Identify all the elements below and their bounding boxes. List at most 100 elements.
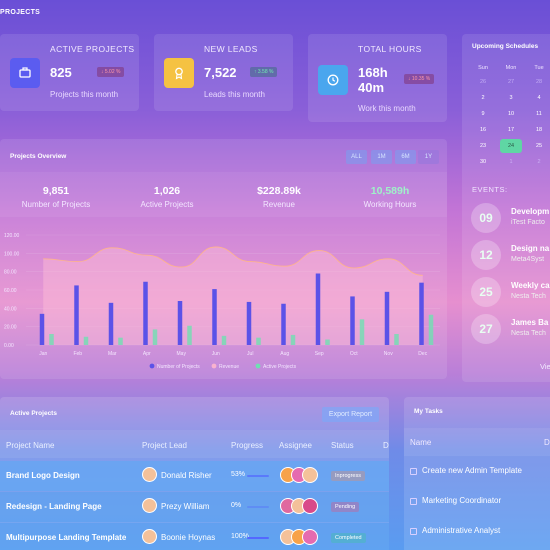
table-row[interactable]: Redesign - Landing Page Prezy William 0% Pe… [0,492,389,522]
progress-value: 0% [231,502,242,509]
bar-active-projects[interactable] [290,334,296,345]
calendar-day[interactable]: 26 [479,79,487,85]
column-header-project-lead[interactable]: Project Lead [142,441,187,450]
export-report-button[interactable]: Export Report [322,407,379,422]
schedule-panel [462,34,550,382]
calendar-day[interactable]: 1 [509,159,513,165]
bar-active-projects[interactable] [221,335,227,345]
table-row[interactable]: Brand Logo Design Donald Risher 53% Inprogr… [0,461,389,491]
legend-label[interactable]: Number of Projects [157,364,200,370]
bar-active-projects[interactable] [359,319,365,345]
task-checkbox[interactable] [410,498,417,505]
bar-number-of-projects[interactable] [143,281,148,345]
x-tick-label: Oct [350,351,358,357]
bar-active-projects[interactable] [49,334,54,345]
bar-active-projects[interactable] [256,337,261,345]
event-date: 27 [471,314,501,344]
event-subtitle: iTest Facto [511,219,545,226]
column-header-assignee[interactable]: Assignee [279,441,312,450]
period-6m-button[interactable]: 6M [395,150,416,164]
bar-number-of-projects[interactable] [384,291,390,345]
my-tasks-title: My Tasks [414,408,443,415]
column-header-progress[interactable]: Progress [231,441,264,450]
project-lead: Donald Risher [161,471,212,480]
schedule-title: Upcoming Schedules [472,43,539,50]
x-tick-label: Apr [143,351,151,357]
stat-change-badge: ↓ 5.02 % [97,67,125,77]
bar-active-projects[interactable] [325,339,330,346]
column-header-status[interactable]: Status [331,441,354,450]
period-1m-button[interactable]: 1M [371,150,392,164]
bar-number-of-projects[interactable] [108,302,114,345]
bar-number-of-projects[interactable] [212,289,217,345]
calendar-day[interactable]: 10 [507,111,515,117]
task-checkbox[interactable] [410,468,417,475]
assignee-avatar[interactable] [302,529,318,545]
project-name[interactable]: Multipurpose Landing Template [6,533,127,542]
calendar-day[interactable]: 23 [479,143,487,149]
weekday-label: Sun [478,65,488,71]
stat-value-hours: 168h [358,65,388,80]
stat-title: NEW LEADS [204,44,258,54]
legend-label[interactable]: Revenue [219,364,239,370]
legend-swatch [149,363,155,369]
calendar-day[interactable]: 16 [479,127,487,133]
calendar-day[interactable]: 30 [479,159,487,165]
bar-number-of-projects[interactable] [350,296,355,345]
calendar-day[interactable]: 18 [535,127,543,133]
y-tick-label: 20.00 [4,325,17,331]
calendar-day[interactable]: 25 [535,143,543,149]
bar-active-projects[interactable] [187,325,192,345]
calendar-day[interactable]: 2 [537,159,541,165]
bar-number-of-projects[interactable] [177,301,183,345]
bar-active-projects[interactable] [152,329,158,345]
project-name[interactable]: Redesign - Landing Page [6,502,102,511]
table-header [0,430,389,458]
assignee-avatar[interactable] [302,498,318,514]
progress-value: 100% [231,533,249,540]
tasks-column-name[interactable]: Name [410,438,432,447]
event-title: Weekly ca [511,281,550,290]
project-name[interactable]: Brand Logo Design [6,471,80,480]
bar-number-of-projects[interactable] [39,313,45,345]
calendar-day[interactable]: 28 [535,79,543,85]
calendar-day[interactable]: 3 [509,95,513,101]
column-header-project-name[interactable]: Project Name [6,441,55,450]
calendar-day[interactable]: 9 [481,111,485,117]
assignee-avatar[interactable] [302,467,318,483]
bar-number-of-projects[interactable] [281,303,286,345]
legend-label[interactable]: Active Projects [263,364,297,370]
task-label: Administrative Analyst [422,526,501,535]
bar-number-of-projects[interactable] [315,273,321,346]
period-all-button[interactable]: ALL [346,150,367,164]
event-title: Design na [511,244,550,253]
calendar-day[interactable]: 4 [537,95,541,101]
calendar-day[interactable]: 27 [507,79,515,85]
projects-overview-chart: 0.00 20.00 40.00 60.00 80.00 100.00 120.00 Jan F… [4,233,440,370]
event-subtitle: Nesta Tech [511,330,546,337]
calendar-day[interactable]: 17 [507,127,515,133]
stat-card-new-leads: NEW LEADS 7,522 ↑ 3.58 % Leads this mont… [154,34,293,111]
task-checkbox[interactable] [410,528,417,535]
bar-active-projects[interactable] [118,337,123,345]
table-row[interactable]: Multipurpose Landing Template Boonie Hoyn… [0,523,389,550]
calendar-day[interactable]: 11 [536,111,542,117]
progress-bar [247,475,269,477]
tasks-column-due[interactable]: D [544,438,550,447]
calendar-day[interactable]: 24 [500,139,522,153]
x-tick-label: Jun [212,351,220,357]
calendar-day[interactable]: 2 [481,95,485,101]
bar-active-projects[interactable] [83,336,89,345]
clock-icon [318,65,348,95]
bar-active-projects[interactable] [394,334,399,345]
progress-bar [247,537,269,539]
period-1y-button[interactable]: 1Y [418,150,439,164]
x-tick-label: Jan [39,351,47,357]
view-all-link[interactable]: Vie [540,362,550,371]
bar-number-of-projects[interactable] [246,301,252,345]
bar-active-projects[interactable] [428,314,434,345]
bar-number-of-projects[interactable] [419,282,424,345]
bar-number-of-projects[interactable] [74,285,79,345]
stat-title: ACTIVE PROJECTS [50,44,135,54]
column-header-due[interactable]: D [383,441,389,450]
